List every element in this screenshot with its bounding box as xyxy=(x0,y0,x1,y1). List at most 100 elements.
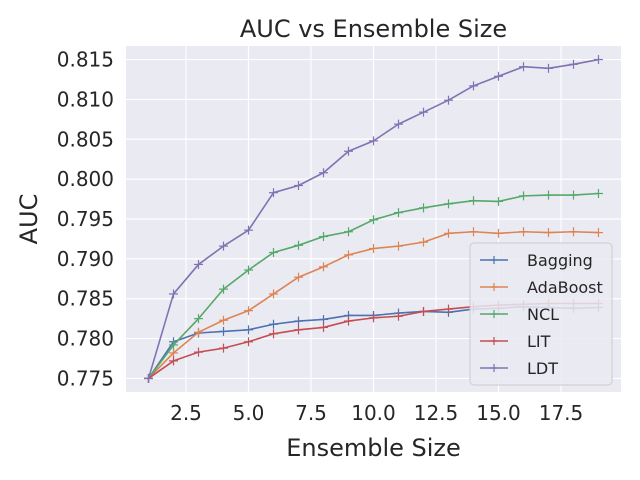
y-tick-label: 0.780 xyxy=(57,327,114,351)
data-point-lit xyxy=(344,316,353,326)
y-tick-label: 0.805 xyxy=(57,127,114,151)
data-point-ldt xyxy=(219,241,228,251)
data-point-ldt xyxy=(494,71,503,81)
data-point-lit xyxy=(444,304,453,314)
x-axis-title: Ensemble Size xyxy=(286,434,461,462)
y-tick-label: 0.800 xyxy=(57,167,114,191)
data-point-lit xyxy=(369,313,378,323)
data-point-ldt xyxy=(569,59,578,69)
y-tick-label: 0.785 xyxy=(57,287,114,311)
data-point-adaboost xyxy=(219,315,228,325)
data-point-ldt xyxy=(294,181,303,191)
data-point-ldt xyxy=(469,81,478,91)
data-point-ldt xyxy=(544,63,553,73)
data-point-adaboost xyxy=(369,243,378,253)
x-tick-labels: 2.5 5.0 7.5 10.0 12.5 15.0 17.5 xyxy=(170,401,583,425)
data-point-ldt xyxy=(144,373,153,383)
legend-label: Bagging xyxy=(527,251,593,270)
data-point-ncl xyxy=(369,215,378,225)
legend-item-lit: LIT xyxy=(480,332,551,351)
x-tick-label: 2.5 xyxy=(170,401,202,425)
data-point-adaboost xyxy=(419,237,428,247)
data-point-ldt xyxy=(444,95,453,105)
data-point-ncl xyxy=(319,232,328,242)
series-layer xyxy=(144,55,603,383)
data-point-lit xyxy=(244,337,253,347)
series-ncl xyxy=(144,188,603,383)
data-point-lit xyxy=(169,356,178,366)
data-point-ncl xyxy=(194,314,203,324)
y-tick-label: 0.790 xyxy=(57,247,114,271)
data-point-ncl xyxy=(394,208,403,218)
data-point-ncl xyxy=(444,199,453,209)
legend-box xyxy=(469,242,613,386)
data-point-adaboost xyxy=(394,241,403,251)
data-point-adaboost xyxy=(544,228,553,238)
x-tick-label: 12.5 xyxy=(414,401,459,425)
data-point-ncl xyxy=(244,265,253,275)
data-point-ldt xyxy=(194,259,203,269)
data-point-adaboost xyxy=(469,227,478,237)
data-point-ldt xyxy=(244,225,253,235)
data-point-lit xyxy=(294,325,303,335)
data-point-lit xyxy=(419,306,428,316)
data-point-lit xyxy=(219,343,228,353)
data-point-ncl xyxy=(469,196,478,206)
data-point-ncl xyxy=(594,188,603,198)
data-point-bagging xyxy=(269,319,278,329)
data-point-bagging xyxy=(294,316,303,326)
data-point-ncl xyxy=(294,240,303,250)
y-axis-title: AUC xyxy=(15,194,43,245)
legend-item-ncl: NCL xyxy=(480,305,559,324)
data-point-ncl xyxy=(219,284,228,294)
data-point-ncl xyxy=(569,190,578,200)
data-point-ldt xyxy=(519,62,528,72)
data-point-lit xyxy=(394,311,403,321)
data-point-adaboost xyxy=(594,228,603,238)
data-point-adaboost xyxy=(194,327,203,337)
y-tick-label: 0.795 xyxy=(57,207,114,231)
legend-items: Bagging AdaBoost NCL LIT LDT xyxy=(480,251,603,378)
x-tick-label: 15.0 xyxy=(476,401,521,425)
legend-label: AdaBoost xyxy=(527,278,603,297)
y-tick-label: 0.775 xyxy=(57,366,114,390)
data-point-bagging xyxy=(319,314,328,324)
data-point-adaboost xyxy=(444,228,453,238)
data-point-ncl xyxy=(344,227,353,237)
data-point-bagging xyxy=(219,326,228,336)
legend-label: NCL xyxy=(527,305,559,324)
data-point-lit xyxy=(194,347,203,357)
data-point-adaboost xyxy=(294,272,303,282)
data-point-lit xyxy=(319,322,328,332)
x-tick-label: 5.0 xyxy=(233,401,265,425)
y-tick-label: 0.810 xyxy=(57,87,114,111)
chart-title: AUC vs Ensemble Size xyxy=(240,15,507,43)
data-point-ncl xyxy=(544,190,553,200)
data-point-ncl xyxy=(419,203,428,213)
legend-label: LIT xyxy=(527,332,551,351)
data-point-ldt xyxy=(169,289,178,299)
data-point-adaboost xyxy=(269,289,278,299)
x-tick-label: 17.5 xyxy=(539,401,584,425)
data-point-ldt xyxy=(394,119,403,129)
data-point-ldt xyxy=(269,188,278,198)
series-ldt xyxy=(144,55,603,383)
data-point-ldt xyxy=(369,136,378,146)
data-point-ldt xyxy=(419,107,428,117)
data-point-ldt xyxy=(319,168,328,178)
data-point-bagging xyxy=(244,325,253,335)
data-point-adaboost xyxy=(569,227,578,237)
legend-item-adaboost: AdaBoost xyxy=(480,278,603,297)
data-point-adaboost xyxy=(344,250,353,260)
legend: Bagging AdaBoost NCL LIT LDT xyxy=(469,242,613,386)
x-tick-label: 10.0 xyxy=(351,401,396,425)
data-point-ncl xyxy=(494,196,503,206)
data-point-ncl xyxy=(269,247,278,257)
data-point-adaboost xyxy=(169,348,178,358)
y-tick-label: 0.815 xyxy=(57,48,114,72)
legend-label: LDT xyxy=(527,359,558,378)
legend-item-bagging: Bagging xyxy=(480,251,593,270)
data-point-lit xyxy=(269,329,278,339)
